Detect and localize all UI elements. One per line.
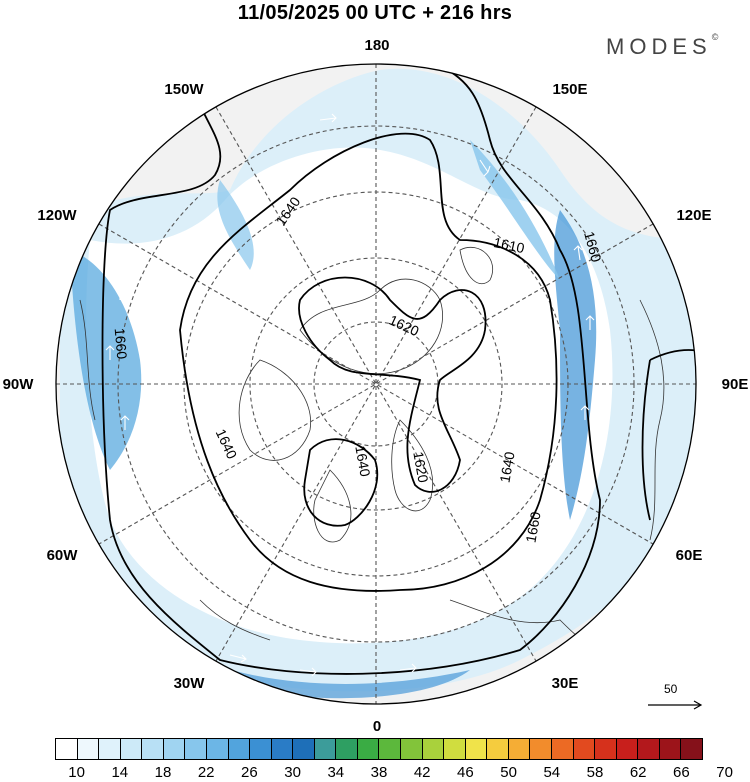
colorbar-cell — [508, 739, 531, 759]
lon-label-0: 0 — [373, 718, 381, 735]
lon-label-150e: 150E — [552, 81, 587, 98]
colorbar-cell — [357, 739, 380, 759]
chart-title: 11/05/2025 00 UTC + 216 hrs — [237, 2, 513, 24]
contour-label: 1660 — [112, 327, 131, 360]
lon-label-30e: 30E — [552, 675, 579, 692]
wind-speed-shading — [60, 68, 696, 699]
colorbar-cell — [56, 739, 78, 759]
colorbar-label: 18 — [154, 764, 172, 781]
colorbar-cell — [465, 739, 488, 759]
contour-1640-ring — [179, 132, 558, 592]
colorbar-label: 34 — [327, 764, 345, 781]
lon-label-30w: 30W — [174, 675, 206, 692]
colorbar-cell — [638, 739, 660, 759]
longitude-labels: 180 150E 120E 90E 60E 30E 0 30W 60W 90W … — [3, 37, 749, 735]
colorbar-cell — [228, 739, 251, 759]
colorbar-label: 66 — [673, 764, 690, 781]
colorbar-cell — [573, 739, 596, 759]
colorbar-labels: 10 14 18 22 26 30 34 38 42 46 50 54 58 62 66 70 — [55, 764, 733, 782]
lon-label-90e: 90E — [722, 376, 749, 393]
colorbar-cell — [336, 739, 358, 759]
colorbar-cell — [681, 739, 702, 759]
contour-1620-core — [298, 276, 487, 493]
height-contours — [101, 65, 696, 675]
colorbar-cell — [551, 739, 574, 759]
colorbar-label: 14 — [111, 764, 129, 781]
colorbar-label: 38 — [370, 764, 388, 781]
colorbar-label: 62 — [629, 764, 647, 781]
colorbar-cell — [530, 739, 552, 759]
colorbar-label: 54 — [543, 764, 561, 781]
colorbar — [55, 738, 703, 760]
colorbar-label: 30 — [284, 764, 301, 781]
colorbar-cell — [293, 739, 315, 759]
colorbar-label: 26 — [241, 764, 258, 781]
arrow-head-icon — [693, 700, 703, 710]
colorbar-cell — [487, 739, 509, 759]
colorbar-cell — [616, 739, 639, 759]
jet-core-150e — [470, 140, 560, 280]
colorbar-cell — [77, 739, 100, 759]
colorbar-label: 46 — [457, 764, 474, 781]
colorbar-cell — [206, 739, 229, 759]
colorbar-cell — [142, 739, 164, 759]
colorbar-cell — [401, 739, 423, 759]
colorbar-cell — [659, 739, 682, 759]
contour-label: 1620 — [410, 450, 431, 484]
colorbar-cell — [595, 739, 617, 759]
lon-label-150w: 150W — [164, 81, 204, 98]
colorbar-label: 58 — [586, 764, 604, 781]
colorbar-cell — [163, 739, 186, 759]
colorbar-cell — [271, 739, 294, 759]
jet-core-110e — [554, 210, 597, 520]
colorbar-cell — [120, 739, 143, 759]
colorbar-label: 50 — [500, 764, 517, 781]
reference-vector-label: 50 — [664, 682, 678, 696]
coastlines — [79, 247, 665, 654]
colorbar-label: 22 — [197, 764, 215, 781]
colorbar-cell — [250, 739, 272, 759]
lon-label-120e: 120E — [676, 207, 711, 224]
copyright-mark: © — [711, 32, 719, 42]
colorbar-cell — [185, 739, 207, 759]
contour-1640-inner — [303, 438, 379, 527]
contour-label: 1610 — [492, 234, 526, 256]
logo-text: MODES — [606, 34, 712, 59]
reference-vector — [648, 700, 703, 710]
contour-label: 1640 — [496, 450, 517, 484]
contour-1660-outer — [101, 65, 601, 675]
colorbar-cell — [422, 739, 445, 759]
inner-calm-region — [86, 147, 613, 644]
wind-vectors — [105, 113, 595, 677]
colorbar-cell — [379, 739, 401, 759]
jet-core-90w — [70, 250, 142, 470]
lon-label-120w: 120W — [37, 207, 77, 224]
jet-core-150w — [217, 180, 254, 270]
contour-1660-east — [641, 349, 696, 521]
lon-label-60w: 60W — [47, 547, 79, 564]
contour-label: 1640 — [352, 444, 373, 478]
colorbar-label: 42 — [413, 764, 431, 781]
lon-label-180: 180 — [364, 37, 389, 54]
colorbar-cell — [444, 739, 466, 759]
map-boundary — [55, 63, 697, 705]
contour-label: 1660 — [522, 510, 543, 544]
colorbar-cell — [314, 739, 337, 759]
colorbar-cell — [99, 739, 121, 759]
colorbar-label: 70 — [716, 764, 733, 781]
colorbar-label: 10 — [68, 764, 85, 781]
lon-label-60e: 60E — [676, 547, 703, 564]
map-disk — [56, 64, 696, 704]
contour-label: 1660 — [581, 230, 605, 264]
modes-logo: MODES© — [606, 32, 719, 60]
lon-label-90w: 90W — [3, 376, 35, 393]
